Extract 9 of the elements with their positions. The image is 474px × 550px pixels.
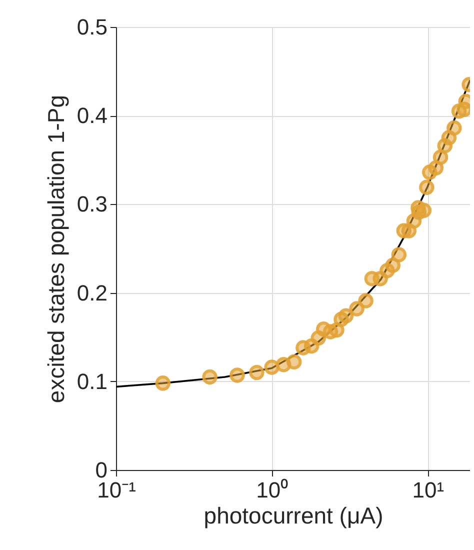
y-tick-label: 0.5	[76, 14, 108, 40]
y-tick-label: 0.4	[76, 103, 108, 128]
y-tick-label: 0.1	[76, 368, 108, 394]
x-tick-label: 10⁰	[256, 478, 289, 502]
x-tick-label: 10¹	[412, 478, 444, 502]
y-axis-title: excited states population 1-Pg	[42, 94, 69, 404]
y-tick-label: 0.3	[76, 192, 108, 217]
y-tick-label: 0.2	[76, 280, 108, 306]
x-axis-title: photocurrent (μA)	[204, 502, 384, 528]
